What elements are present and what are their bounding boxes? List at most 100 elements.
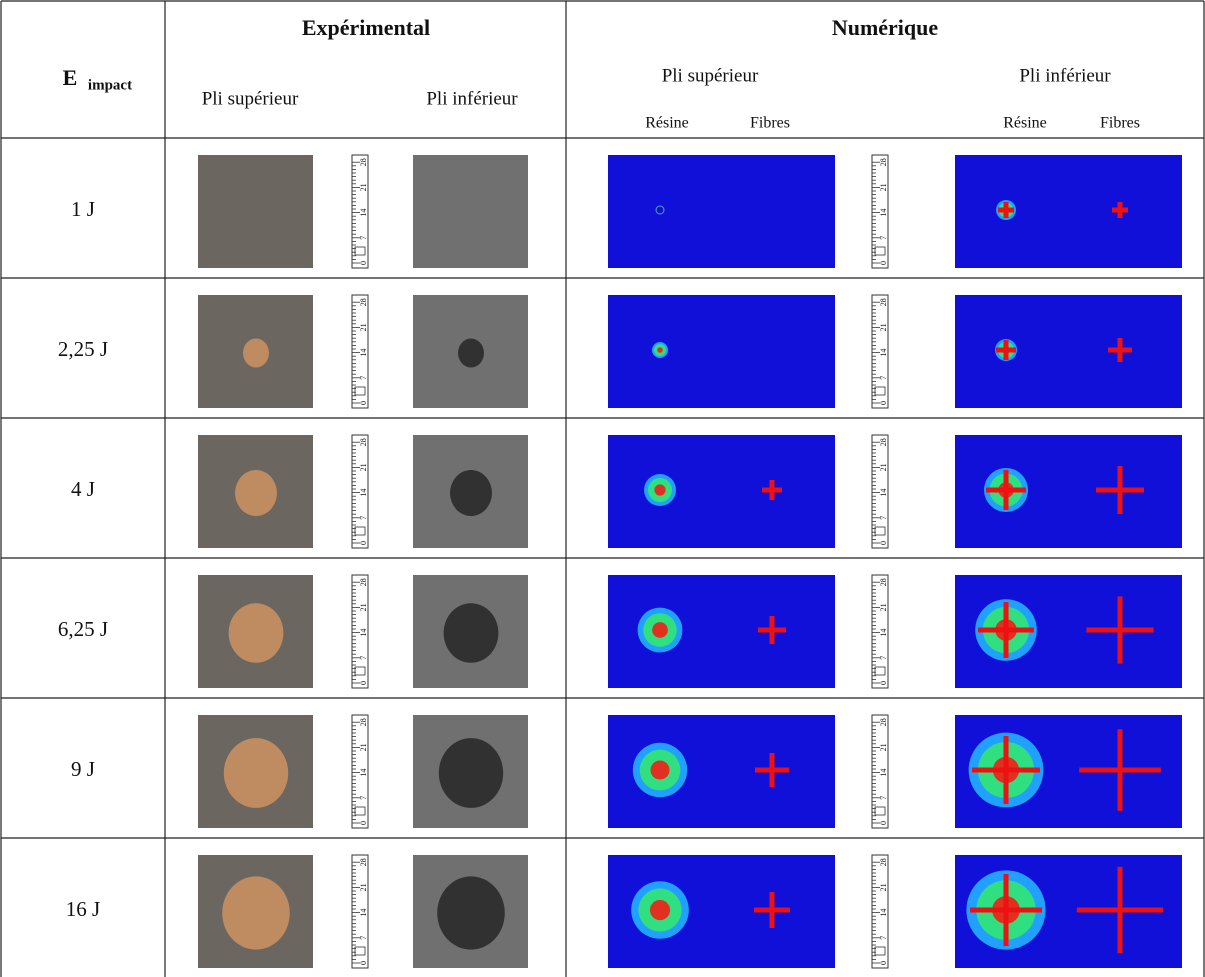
energy-header: E bbox=[63, 65, 78, 90]
ruler-scale bbox=[354, 526, 366, 536]
ruler-label: 28 bbox=[359, 158, 368, 166]
damage bbox=[769, 892, 775, 928]
row-label: 1 J bbox=[71, 197, 95, 221]
ruler-label: 21 bbox=[359, 463, 368, 471]
ruler-scale bbox=[874, 246, 886, 256]
ruler-label: 7 bbox=[879, 796, 888, 800]
ruler-label: 0 bbox=[359, 541, 368, 545]
damage bbox=[649, 899, 671, 921]
ruler-label: 21 bbox=[359, 883, 368, 891]
ruler-label: 0 bbox=[359, 401, 368, 405]
simulation bbox=[955, 295, 1182, 408]
ruler-label: 14 bbox=[359, 489, 368, 497]
damage bbox=[1003, 470, 1009, 510]
ruler-scale bbox=[354, 246, 366, 256]
ruler-scale bbox=[874, 526, 886, 536]
ruler-label: 14 bbox=[879, 629, 888, 637]
damage bbox=[438, 738, 504, 808]
damage bbox=[443, 603, 499, 663]
photo bbox=[198, 155, 313, 268]
ruler bbox=[351, 854, 369, 969]
ruler-label: 7 bbox=[359, 656, 368, 660]
sub-header: Résine bbox=[1003, 115, 1047, 132]
ruler bbox=[871, 714, 889, 829]
ruler-scale bbox=[874, 806, 886, 816]
ruler-label: 14 bbox=[359, 769, 368, 777]
ruler-label: 21 bbox=[879, 463, 888, 471]
ruler-label: 14 bbox=[879, 769, 888, 777]
ruler-scale bbox=[874, 666, 886, 676]
row-label: 16 J bbox=[66, 897, 100, 921]
sub-header: Fibres bbox=[1100, 115, 1140, 132]
ruler-label: 7 bbox=[879, 376, 888, 380]
damage bbox=[228, 603, 284, 663]
ruler-scale bbox=[354, 386, 366, 396]
simulation bbox=[608, 155, 835, 268]
damage bbox=[1117, 729, 1123, 811]
damage bbox=[1003, 340, 1009, 360]
ruler-label: 7 bbox=[359, 796, 368, 800]
ruler-scale bbox=[874, 946, 886, 956]
ruler-label: 28 bbox=[359, 438, 368, 446]
ruler-label: 28 bbox=[879, 438, 888, 446]
simulation bbox=[955, 155, 1182, 268]
damage bbox=[652, 622, 668, 638]
simulation bbox=[608, 295, 835, 408]
ruler-label: 28 bbox=[359, 578, 368, 586]
ruler-scale bbox=[354, 946, 366, 956]
ruler-scale bbox=[874, 386, 886, 396]
ruler-label: 14 bbox=[879, 489, 888, 497]
ruler-label: 0 bbox=[879, 401, 888, 405]
damage bbox=[222, 876, 290, 950]
ruler-label: 14 bbox=[359, 909, 368, 917]
ruler-label: 0 bbox=[359, 821, 368, 825]
row-label: 4 J bbox=[71, 477, 95, 501]
damage bbox=[1117, 466, 1123, 514]
ruler-label: 21 bbox=[359, 323, 368, 331]
damage bbox=[223, 738, 289, 808]
simulation bbox=[608, 435, 835, 548]
ruler-label: 28 bbox=[879, 158, 888, 166]
ruler-label: 21 bbox=[359, 183, 368, 191]
ruler-label: 21 bbox=[359, 603, 368, 611]
ruler-label: 28 bbox=[359, 858, 368, 866]
ruler-label: 0 bbox=[359, 961, 368, 965]
ruler-label: 0 bbox=[879, 961, 888, 965]
damage bbox=[650, 760, 670, 780]
damage bbox=[450, 470, 492, 516]
damage bbox=[769, 616, 775, 644]
ruler bbox=[871, 434, 889, 549]
ruler-label: 28 bbox=[359, 718, 368, 726]
ruler-label: 14 bbox=[879, 909, 888, 917]
ruler bbox=[351, 294, 369, 409]
damage bbox=[655, 205, 665, 215]
ruler-label: 7 bbox=[879, 516, 888, 520]
photo bbox=[413, 155, 528, 268]
ruler-label: 28 bbox=[879, 578, 888, 586]
ruler bbox=[871, 294, 889, 409]
damage bbox=[1117, 338, 1123, 362]
ruler-label: 7 bbox=[359, 516, 368, 520]
damage bbox=[1003, 202, 1009, 218]
damage bbox=[243, 338, 269, 368]
ruler bbox=[351, 574, 369, 689]
ruler-label: 7 bbox=[879, 936, 888, 940]
sub-header: Pli inférieur bbox=[426, 88, 518, 109]
ruler-label: 0 bbox=[359, 681, 368, 685]
ruler-label: 21 bbox=[879, 323, 888, 331]
experimental-header: Expérimental bbox=[302, 15, 430, 40]
damage bbox=[654, 484, 666, 496]
ruler-label: 14 bbox=[359, 209, 368, 217]
row-label: 9 J bbox=[71, 757, 95, 781]
ruler-label: 28 bbox=[879, 298, 888, 306]
damage bbox=[1003, 736, 1009, 804]
ruler-scale bbox=[354, 666, 366, 676]
ruler-scale bbox=[354, 806, 366, 816]
row-label: 2,25 J bbox=[58, 337, 108, 361]
damage bbox=[1003, 602, 1009, 658]
ruler-label: 28 bbox=[879, 718, 888, 726]
ruler-label: 21 bbox=[879, 603, 888, 611]
energy-subscript: impact bbox=[88, 77, 132, 93]
